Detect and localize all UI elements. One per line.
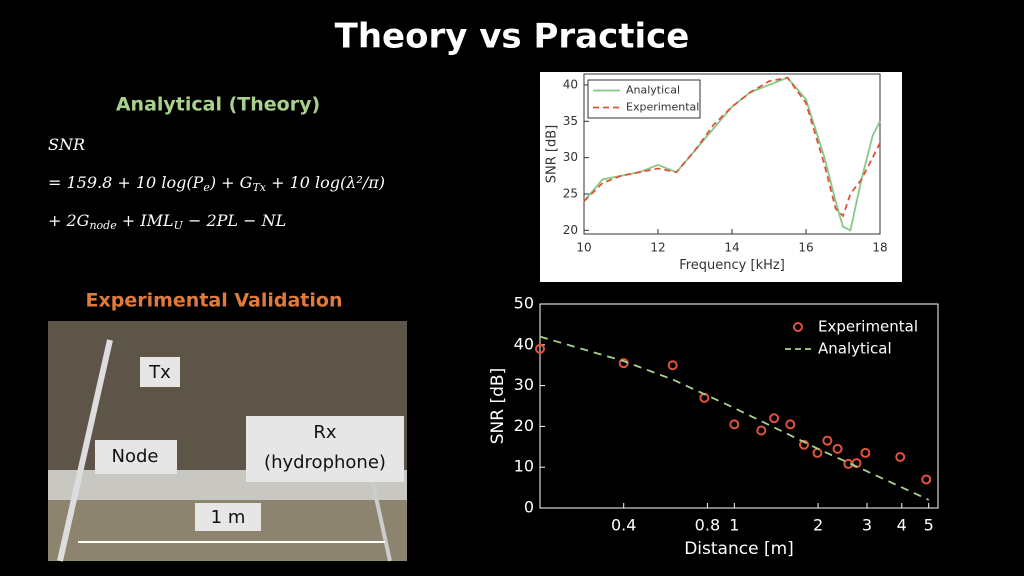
x-tick-label: 12	[650, 241, 665, 255]
y-tick-label: 10	[514, 457, 534, 476]
y-tick-label: 50	[514, 294, 534, 313]
theory-heading: Analytical (Theory)	[116, 94, 320, 116]
formula-subscript: U	[174, 219, 184, 232]
photo-label: 1 m	[211, 507, 246, 528]
y-tick-label: 0	[524, 498, 534, 517]
data-point	[921, 474, 932, 485]
y-tick-label: 20	[514, 416, 534, 435]
data-point	[756, 425, 767, 436]
data-point	[860, 447, 871, 458]
x-tick-label: 0.4	[611, 516, 636, 535]
y-tick-label: 30	[563, 150, 578, 164]
legend-label: Analytical	[818, 340, 892, 358]
formula-text: ) + G	[209, 173, 253, 192]
photo-label: Tx	[148, 362, 171, 383]
data-point	[895, 452, 906, 462]
x-tick-label: 16	[798, 241, 813, 255]
data-point	[822, 435, 833, 446]
x-tick-label: 18	[872, 241, 887, 255]
photo-label: Node	[112, 446, 159, 467]
data-point	[832, 443, 843, 454]
formula-text: + 2G	[48, 211, 90, 230]
photo: Tx Node Rx (hydrophone) 1 m	[48, 321, 407, 562]
data-point	[667, 360, 678, 371]
y-tick-label: 20	[563, 223, 578, 237]
formula-text: SNR	[48, 135, 85, 154]
formula-subscript: Tx	[252, 181, 266, 194]
x-tick-label: 5	[924, 516, 934, 535]
slide-title: Theory vs Practice	[335, 17, 690, 57]
legend-label: Analytical	[626, 84, 680, 97]
formula-text: − 2PL − NL	[183, 211, 286, 230]
data-point	[798, 439, 809, 450]
y-tick-label: 25	[563, 187, 578, 201]
y-tick-label: 40	[514, 334, 534, 353]
data-point	[535, 343, 545, 354]
legend-label: Experimental	[818, 318, 918, 336]
validation-heading: Experimental Validation	[86, 290, 343, 312]
x-tick-label: 10	[576, 241, 591, 255]
y-tick-label: 40	[563, 77, 578, 91]
x-tick-label: 1	[729, 516, 739, 535]
x-axis-label: Frequency [kHz]	[679, 258, 785, 273]
x-tick-label: 2	[813, 516, 823, 535]
series-line	[583, 76, 881, 232]
y-axis-label: SNR [dB]	[488, 368, 508, 444]
formula-text: + IML	[117, 211, 174, 230]
data-point	[785, 419, 796, 430]
legend-box	[780, 314, 930, 362]
y-axis-label: SNR [dB]	[545, 125, 560, 183]
formula-line: SNR	[48, 135, 85, 154]
legend-marker	[793, 322, 803, 332]
formula-text: = 159.8 + 10 log(P	[48, 173, 204, 192]
photo-label: (hydrophone)	[264, 452, 386, 473]
data-point	[769, 413, 780, 424]
x-tick-label: 4	[897, 516, 907, 535]
photo-label: Rx	[313, 422, 337, 443]
series-line	[583, 76, 881, 218]
formula-line: + 2Gnode + IMLU − 2PL − NL	[48, 211, 286, 233]
y-tick-label: 35	[563, 114, 578, 128]
y-tick-label: 30	[514, 375, 534, 394]
x-axis-label: Distance [m]	[684, 539, 794, 559]
x-tick-label: 3	[862, 516, 872, 535]
series-line	[539, 335, 930, 501]
formula-text: + 10 log(λ²/π)	[266, 173, 385, 192]
data-point	[729, 419, 740, 430]
formula-subscript: e	[203, 181, 210, 194]
legend-box	[587, 79, 701, 119]
x-tick-label: 0.8	[695, 516, 720, 535]
formula-subscript: node	[89, 219, 117, 232]
formula-line: = 159.8 + 10 log(Pe) + GTx + 10 log(λ²/π…	[48, 173, 385, 195]
legend-label: Experimental	[626, 101, 699, 114]
x-tick-label: 14	[724, 241, 739, 255]
